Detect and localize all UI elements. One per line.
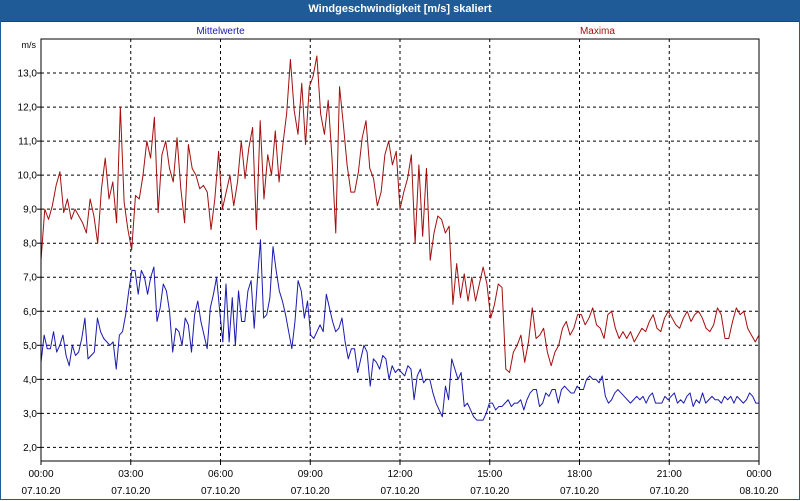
x-tick-time-label: 03:00 (118, 469, 143, 480)
x-tick-date-label: 07.10.20 (201, 486, 240, 497)
x-tick-date-label: 07.10.20 (291, 486, 330, 497)
y-tick-label: 2,0 (23, 443, 37, 454)
x-tick-date-label: 07.10.20 (650, 486, 689, 497)
axes (37, 38, 760, 465)
y-unit-label: m/s (22, 40, 37, 50)
x-tick-date-label: 07.10.20 (560, 486, 599, 497)
y-tick-label: 8,0 (23, 239, 37, 250)
x-tick-date-label: 07.10.20 (111, 486, 150, 497)
x-tick-time-label: 15:00 (477, 469, 502, 480)
y-tick-label: 3,0 (23, 409, 37, 420)
series-line-max (40, 55, 760, 374)
x-tick-date-label: 07.10.20 (470, 486, 509, 497)
series-lines (40, 55, 760, 421)
legend-label-avg: Mittelwerte (196, 26, 245, 37)
x-tick-time-label: 09:00 (298, 469, 323, 480)
y-tick-label: 10,0 (18, 171, 38, 182)
title-bar: Windgeschwindigkeit [m/s] skaliert (1, 1, 799, 22)
x-tick-time-label: 21:00 (657, 469, 682, 480)
x-tick-date-label: 07.10.20 (381, 486, 420, 497)
x-tick-date-label: 08.10.20 (740, 486, 779, 497)
tick-labels: 2,0 3,0 4,0 5,0 6,0 7,0 8,0 9,0 10,0 11,0 12,0 13,0… (18, 40, 779, 497)
legend: Mittelwerte Maxima (196, 26, 615, 37)
x-tick-time-label: 06:00 (208, 469, 233, 480)
y-tick-label: 4,0 (23, 375, 37, 386)
legend-label-max: Maxima (580, 26, 615, 37)
y-tick-label: 12,0 (18, 103, 38, 114)
x-tick-time-label: 00:00 (746, 469, 771, 480)
plot-border (40, 38, 760, 462)
y-tick-label: 6,0 (23, 307, 37, 318)
y-tick-label: 7,0 (23, 273, 37, 284)
y-tick-label: 9,0 (23, 205, 37, 216)
y-tick-label: 11,0 (18, 137, 37, 148)
x-tick-time-label: 12:00 (387, 469, 412, 480)
x-tick-time-label: 18:00 (567, 469, 592, 480)
chart-title: Windgeschwindigkeit [m/s] skaliert (308, 3, 492, 15)
y-tick-label: 13,0 (18, 69, 38, 80)
series-line-avg (40, 239, 759, 421)
grid-lines (41, 39, 759, 461)
y-tick-label: 5,0 (23, 341, 37, 352)
x-tick-date-label: 07.10.20 (22, 486, 61, 497)
x-tick-time-label: 00:00 (28, 469, 53, 480)
